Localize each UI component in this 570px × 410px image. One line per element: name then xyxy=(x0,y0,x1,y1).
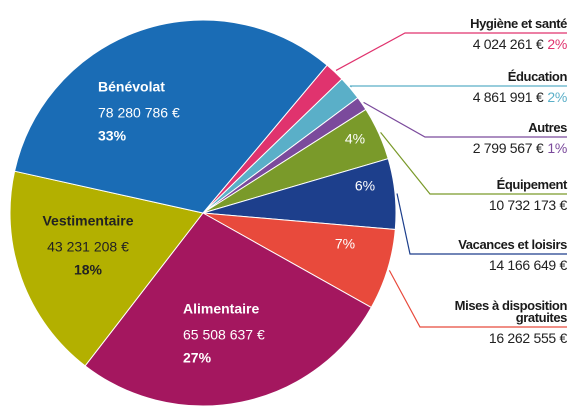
slice-percent: 27% xyxy=(183,350,212,366)
legend-name: Équipement xyxy=(496,177,568,192)
leader-line xyxy=(363,101,567,138)
legend-amount: 14 166 649 € xyxy=(489,257,567,273)
leader-line xyxy=(349,85,567,88)
amount-text: 2 799 567 € xyxy=(472,140,544,156)
legend-amount: 2 799 567 €1% xyxy=(472,140,568,156)
percent-label: 1% xyxy=(547,140,567,156)
leader-line xyxy=(380,132,567,195)
slice-amount: 43 231 208 € xyxy=(47,239,129,255)
amount-text: 10 732 173 € xyxy=(488,197,567,213)
slice-name: Alimentaire xyxy=(183,301,259,317)
legend-name: Hygiène et santé xyxy=(470,16,567,31)
percent-label: 2% xyxy=(547,36,567,52)
legend-amount: 10 732 173 € xyxy=(489,197,567,213)
slice-amount: 78 280 786 € xyxy=(98,105,180,121)
amount-text: 4 024 261 € xyxy=(472,36,544,52)
legend-amount: 16 262 555 € xyxy=(489,330,567,346)
percent-label: 2% xyxy=(547,89,567,105)
slice-percent: 4% xyxy=(345,131,365,147)
legend-name: Mises à disposition gratuites xyxy=(454,298,568,325)
slice-percent: 7% xyxy=(335,236,355,252)
amount-text: 14 166 649 € xyxy=(488,257,567,273)
amount-text: 4 861 991 € xyxy=(472,89,544,105)
slice-percent: 6% xyxy=(355,178,375,194)
slice-name: Vestimentaire xyxy=(42,213,133,229)
legend-name: Autres xyxy=(528,120,567,135)
legend-amount: 4 024 261 €2% xyxy=(472,36,568,52)
legend-amount: 4 861 991 €2% xyxy=(472,89,568,105)
slice-name: Bénévolat xyxy=(98,79,165,95)
legend-name: Vacances et loisirs xyxy=(458,237,567,252)
slice-percent: 18% xyxy=(74,262,103,278)
pie-slice xyxy=(13,19,328,214)
leader-line xyxy=(335,32,567,71)
amount-text: 16 262 555 € xyxy=(488,330,567,346)
slice-amount: 65 508 637 € xyxy=(183,327,265,343)
leader-line xyxy=(388,270,567,328)
leader-line xyxy=(396,193,567,255)
pie-slice xyxy=(84,212,372,407)
legend-name: Éducation xyxy=(507,69,568,84)
pie-slice xyxy=(9,170,204,367)
slice-percent: 33% xyxy=(98,128,127,144)
